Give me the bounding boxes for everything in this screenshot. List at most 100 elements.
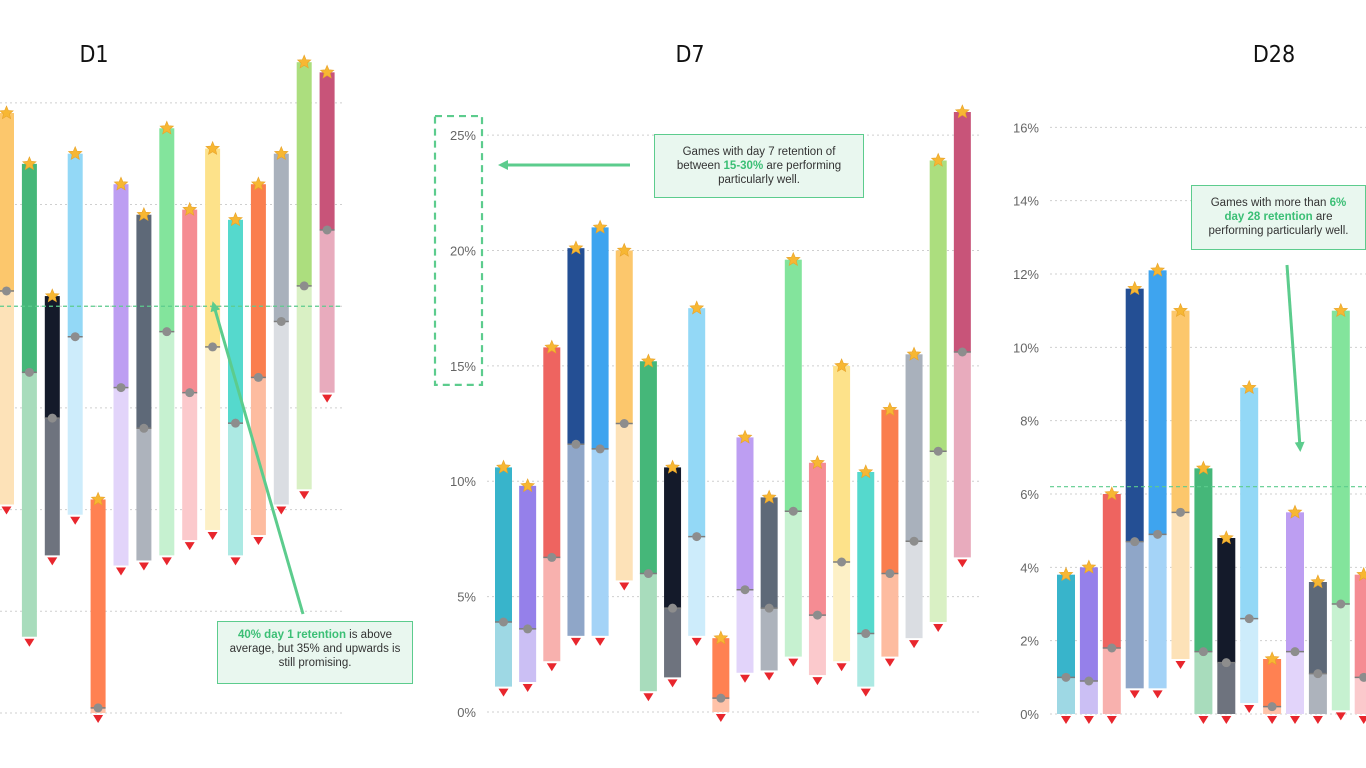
- min-triangle-icon: [643, 693, 654, 702]
- max-star-icon: [785, 251, 801, 266]
- min-triangle-icon: [93, 715, 104, 723]
- median-marker: [1176, 507, 1185, 517]
- bar-upper-segment: [929, 160, 947, 452]
- median-marker: [909, 536, 919, 546]
- d28-panel: D28 0% 2% 4% 6% 8% 10% 12% 14% 16%: [1013, 42, 1366, 724]
- d7-callout-text-before: Games with day 7 retention of between: [676, 146, 836, 172]
- max-star-icon: [1081, 559, 1097, 574]
- bar-upper-segment: [591, 227, 609, 449]
- median-marker: [162, 327, 172, 337]
- bar-lower-segment: [273, 321, 289, 505]
- max-star-icon: [250, 176, 266, 191]
- min-triangle-icon: [1129, 690, 1140, 699]
- min-triangle-icon: [138, 562, 149, 571]
- d28-callout-highlight: 6% day 28 retention: [1224, 197, 1347, 223]
- median-marker: [788, 506, 798, 516]
- max-star-icon: [496, 459, 511, 474]
- min-triangle-icon: [715, 714, 726, 722]
- min-triangle-icon: [1106, 716, 1117, 724]
- bar-upper-segment: [205, 148, 221, 347]
- bar-lower-segment: [736, 589, 754, 673]
- median-marker: [139, 423, 149, 433]
- d7-callout-text-after: are performing particularly well.: [718, 160, 842, 186]
- bar-upper-segment: [67, 153, 83, 337]
- bar-upper-segment: [953, 112, 971, 352]
- min-triangle-icon: [1061, 716, 1071, 724]
- d7-callout: Games with day 7 retention of between 15…: [654, 134, 864, 198]
- max-star-icon: [296, 54, 312, 69]
- max-star-icon: [1058, 566, 1074, 581]
- max-star-icon: [616, 242, 632, 257]
- bar-upper-segment: [1263, 659, 1282, 707]
- bar-upper-segment: [664, 467, 682, 609]
- bar-lower-segment: [615, 423, 633, 581]
- min-triangle-icon: [595, 637, 606, 646]
- min-triangle-icon: [1175, 661, 1186, 669]
- max-star-icon: [954, 104, 970, 119]
- median-marker: [322, 225, 332, 235]
- median-marker: [523, 624, 533, 634]
- min-triangle-icon: [1, 506, 12, 515]
- bar-upper-segment: [760, 497, 778, 609]
- min-triangle-icon: [933, 624, 944, 632]
- bar-lower-segment: [639, 573, 657, 692]
- bar-upper-segment: [182, 209, 198, 393]
- max-star-icon: [1356, 566, 1366, 581]
- min-triangle-icon: [570, 637, 581, 646]
- max-star-icon: [1104, 486, 1120, 501]
- max-star-icon: [1264, 651, 1280, 666]
- chart-title: D28: [1253, 42, 1295, 68]
- median-marker: [93, 703, 103, 713]
- min-triangle-icon: [1198, 716, 1209, 724]
- bar-upper-segment: [495, 467, 512, 622]
- median-marker: [185, 388, 195, 398]
- bar-lower-segment: [1354, 677, 1366, 714]
- bar-lower-segment: [1194, 651, 1213, 714]
- max-star-icon: [568, 240, 584, 255]
- median-marker: [740, 585, 750, 595]
- d1-callout-highlight: 40% day 1 retention: [237, 629, 346, 641]
- median-marker: [70, 332, 80, 342]
- bar-lower-segment: [712, 698, 730, 712]
- min-triangle-icon: [1267, 716, 1278, 724]
- min-triangle-icon: [230, 557, 241, 566]
- min-triangle-icon: [184, 542, 195, 551]
- max-star-icon: [665, 459, 680, 474]
- y-tick-label: 12%: [1013, 267, 1039, 282]
- max-star-icon: [136, 206, 152, 222]
- min-triangle-icon: [24, 638, 35, 647]
- min-triangle-icon: [740, 674, 750, 683]
- median-marker: [231, 418, 240, 428]
- median-marker: [861, 629, 871, 639]
- max-star-icon: [228, 212, 243, 227]
- min-triangle-icon: [1312, 716, 1323, 724]
- d28-callout-text-after: are performing particularly well.: [1208, 211, 1349, 237]
- median-marker: [571, 439, 581, 449]
- bar-upper-segment: [296, 62, 312, 286]
- max-star-icon: [737, 429, 753, 444]
- y-tick-label: 16%: [1013, 120, 1039, 135]
- median-marker: [208, 342, 218, 352]
- bar-lower-segment: [567, 444, 585, 636]
- median-marker: [253, 372, 263, 382]
- max-star-icon: [592, 219, 608, 234]
- min-triangle-icon: [1335, 712, 1346, 721]
- median-marker: [1359, 672, 1366, 682]
- bar-upper-segment: [857, 472, 875, 634]
- min-triangle-icon: [836, 663, 847, 672]
- bar-upper-segment: [113, 184, 129, 388]
- min-triangle-icon: [909, 640, 920, 649]
- bar-lower-segment: [1125, 541, 1144, 689]
- max-star-icon: [1333, 302, 1349, 317]
- max-star-icon: [0, 105, 14, 120]
- bar-upper-segment: [1057, 574, 1075, 678]
- d1-panel: D1: [0, 42, 342, 723]
- max-star-icon: [640, 353, 656, 368]
- min-triangle-icon: [299, 491, 310, 500]
- max-star-icon: [273, 145, 289, 160]
- min-triangle-icon: [691, 637, 702, 646]
- min-triangle-icon: [812, 677, 823, 686]
- y-tick-label: 2%: [1020, 634, 1039, 649]
- y-tick-label: 0%: [1020, 707, 1039, 722]
